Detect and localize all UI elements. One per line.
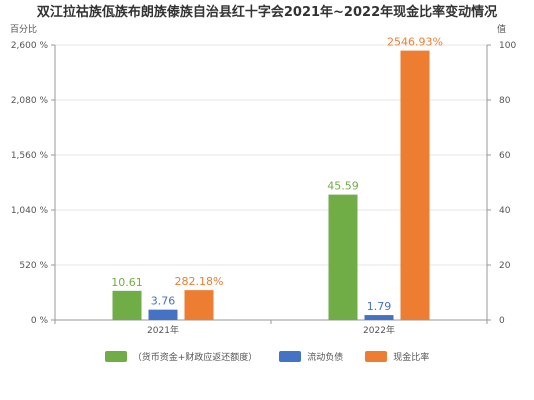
legend-item-cash-ratio[interactable]: 现金比率 <box>365 350 429 363</box>
y-left-tick-label: 1,040 % <box>11 206 49 216</box>
data-label: 1.79 <box>367 300 392 313</box>
y-left-tick-label: 1,560 % <box>11 151 49 161</box>
y-right-tick-label: 20 <box>499 261 511 271</box>
legend-item-liabilities[interactable]: 流动负债 <box>279 350 343 363</box>
data-label: 45.59 <box>327 180 359 193</box>
axes: 0 % 0 520 % 20 1,040 % 40 1,560 % 60 2,080 % 80 2,… <box>10 23 516 336</box>
x-tick-label: 2022年 <box>363 324 395 336</box>
y-left-axis-label: 百分比 <box>10 23 37 35</box>
y-left-tick-label: 520 % <box>19 261 48 271</box>
data-label: 282.18% <box>175 275 224 288</box>
bar <box>184 290 214 320</box>
legend-label-cash-ratio: 现金比率 <box>393 353 430 363</box>
bar <box>400 50 430 321</box>
y-right-tick-label: 100 <box>499 41 516 51</box>
y-left-tick-label: 2,600 % <box>11 41 49 51</box>
legend-swatch-liabilities <box>279 351 302 362</box>
bar <box>148 309 178 320</box>
bar <box>112 290 142 320</box>
y-right-tick-label: 0 <box>499 316 505 326</box>
legend-swatch-cash-ratio <box>365 351 388 362</box>
legend-label-liabilities: 流动负债 <box>307 353 344 363</box>
bar <box>328 194 358 320</box>
data-label: 3.76 <box>151 295 176 308</box>
y-right-axis-label: 值 <box>497 23 506 35</box>
data-label: 10.61 <box>111 276 143 289</box>
legend: （货币资金+财政应返还额度） 流动负债 现金比率 <box>0 350 534 363</box>
bar <box>364 315 394 320</box>
bars <box>112 50 430 321</box>
data-labels: 10.61 3.76 282.18% 45.59 1.79 2546.93% <box>111 36 443 313</box>
y-left-tick-label: 2,080 % <box>11 96 49 106</box>
y-left-tick-label: 0 % <box>31 316 49 326</box>
chart-title: 双江拉祜族佤族布朗族傣族自治县红十字会2021年~2022年现金比率变动情况 <box>36 5 498 20</box>
y-right-tick-label: 80 <box>499 96 511 106</box>
y-right-tick-label: 40 <box>499 206 511 216</box>
legend-label-cash: （货币资金+财政应返还额度） <box>132 353 258 363</box>
y-right-tick-label: 60 <box>499 151 511 161</box>
legend-item-cash[interactable]: （货币资金+财政应返还额度） <box>104 350 258 363</box>
legend-swatch-cash <box>104 351 127 362</box>
data-label: 2546.93% <box>387 36 443 49</box>
x-tick-label: 2021年 <box>147 324 179 336</box>
